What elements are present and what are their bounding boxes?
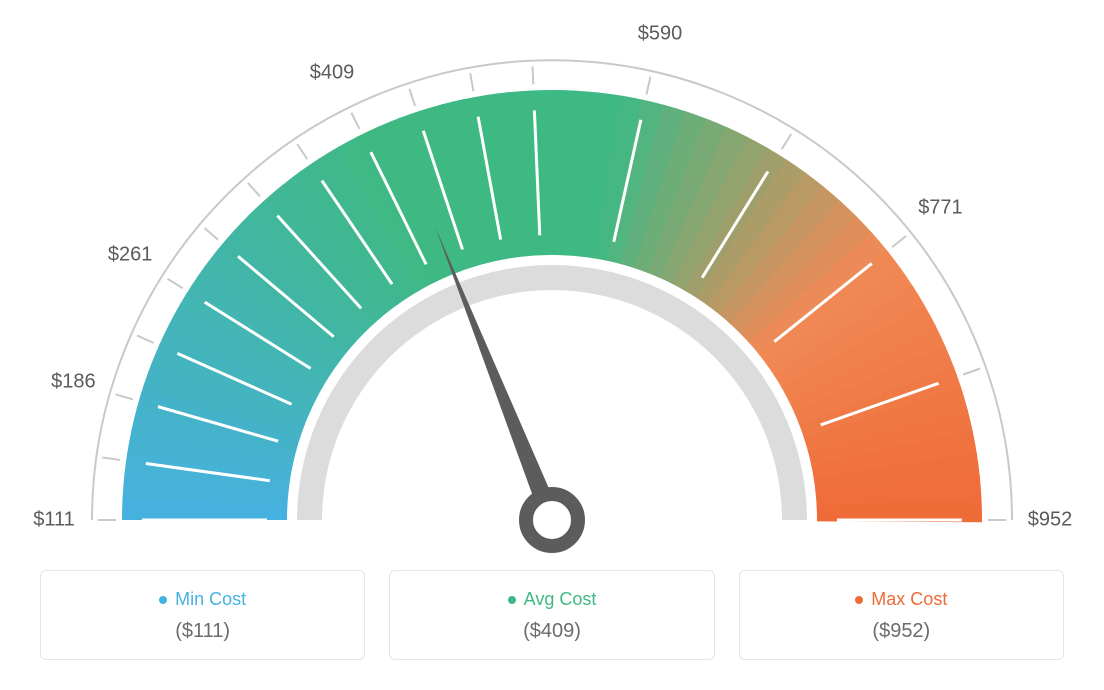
legend-max-value: ($952) [750, 620, 1053, 643]
dot-icon [159, 596, 167, 604]
gauge-tick-label: $409 [310, 62, 355, 85]
dot-icon [508, 596, 516, 604]
legend-max-label: Max Cost [855, 589, 947, 610]
gauge-tick-label: $111 [33, 509, 75, 532]
legend-max-text: Max Cost [871, 589, 947, 610]
gauge-tick-label: $261 [108, 244, 153, 267]
gauge-tick-label: $590 [638, 22, 683, 45]
legend-avg: Avg Cost ($409) [389, 570, 714, 660]
legend-max: Max Cost ($952) [739, 570, 1064, 660]
legend-min-label: Min Cost [159, 589, 246, 610]
legend-min-text: Min Cost [175, 589, 246, 610]
legend-row: Min Cost ($111) Avg Cost ($409) Max Cost… [40, 570, 1064, 660]
legend-avg-value: ($409) [400, 620, 703, 643]
dot-icon [855, 596, 863, 604]
gauge-area: $111 $186 $261 $409 $590 $771 $952 [0, 0, 1104, 560]
gauge-tick-label: $186 [51, 371, 96, 394]
legend-min: Min Cost ($111) [40, 570, 365, 660]
cost-gauge-chart: $111 $186 $261 $409 $590 $771 $952 Min Cost ($… [0, 0, 1104, 690]
gauge-tick-label: $771 [918, 197, 963, 220]
gauge-tick-label: $952 [1028, 509, 1073, 532]
legend-min-value: ($111) [51, 620, 354, 643]
legend-avg-label: Avg Cost [508, 589, 597, 610]
legend-avg-text: Avg Cost [524, 589, 597, 610]
